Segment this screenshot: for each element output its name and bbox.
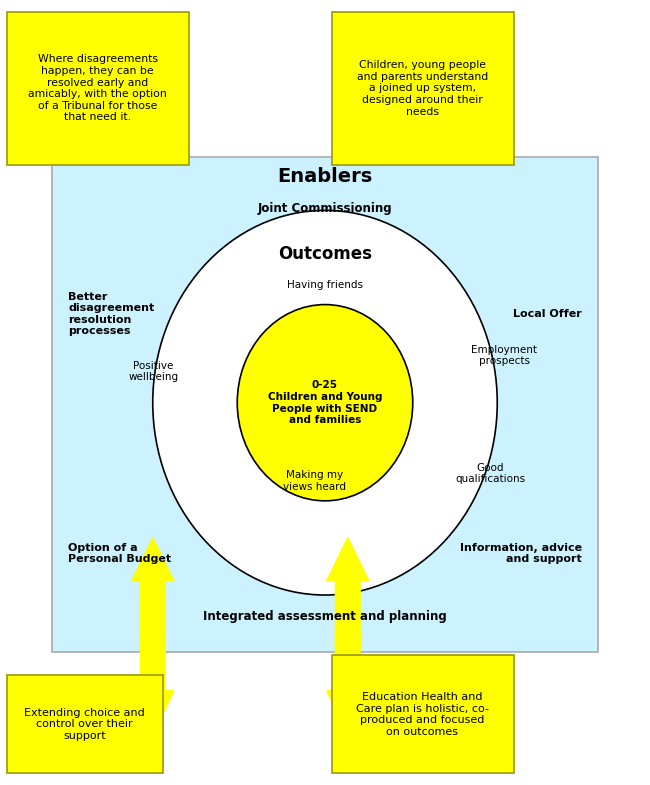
Text: Education Health and
Care plan is holistic, co-
produced and focused
on outcomes: Education Health and Care plan is holist… bbox=[356, 692, 489, 737]
Text: Extending choice and
control over their
support: Extending choice and control over their … bbox=[24, 707, 145, 741]
Text: Good
qualifications: Good qualifications bbox=[455, 462, 525, 484]
Ellipse shape bbox=[237, 305, 413, 501]
FancyArrow shape bbox=[131, 538, 174, 648]
Text: Information, advice
and support: Information, advice and support bbox=[460, 542, 582, 564]
Text: Having friends: Having friends bbox=[287, 280, 363, 290]
Text: Joint Commissioning: Joint Commissioning bbox=[257, 202, 393, 214]
Text: Employment
prospects: Employment prospects bbox=[471, 345, 538, 367]
FancyBboxPatch shape bbox=[332, 12, 514, 165]
FancyBboxPatch shape bbox=[6, 675, 162, 773]
Ellipse shape bbox=[153, 210, 497, 595]
Text: 0-25
Children and Young
People with SEND
and families: 0-25 Children and Young People with SEND… bbox=[268, 380, 382, 425]
Text: Better
disagreement
resolution
processes: Better disagreement resolution processes bbox=[68, 291, 155, 337]
Text: Integrated assessment and planning: Integrated assessment and planning bbox=[203, 610, 447, 623]
Text: Making my
views heard: Making my views heard bbox=[283, 470, 346, 492]
Text: Option of a
Personal Budget: Option of a Personal Budget bbox=[68, 542, 172, 564]
Text: Children, young people
and parents understand
a joined up system,
designed aroun: Children, young people and parents under… bbox=[357, 60, 488, 116]
FancyBboxPatch shape bbox=[6, 12, 188, 165]
Text: Where disagreements
happen, they can be
resolved early and
amicably, with the op: Where disagreements happen, they can be … bbox=[28, 54, 167, 122]
FancyBboxPatch shape bbox=[332, 655, 514, 773]
FancyArrow shape bbox=[327, 632, 369, 734]
FancyArrow shape bbox=[327, 538, 369, 648]
Text: Local Offer: Local Offer bbox=[513, 309, 582, 319]
Text: Positive
wellbeing: Positive wellbeing bbox=[129, 360, 179, 382]
Text: Enablers: Enablers bbox=[278, 167, 372, 186]
FancyBboxPatch shape bbox=[52, 157, 598, 652]
FancyArrow shape bbox=[131, 632, 174, 734]
Text: Outcomes: Outcomes bbox=[278, 245, 372, 262]
